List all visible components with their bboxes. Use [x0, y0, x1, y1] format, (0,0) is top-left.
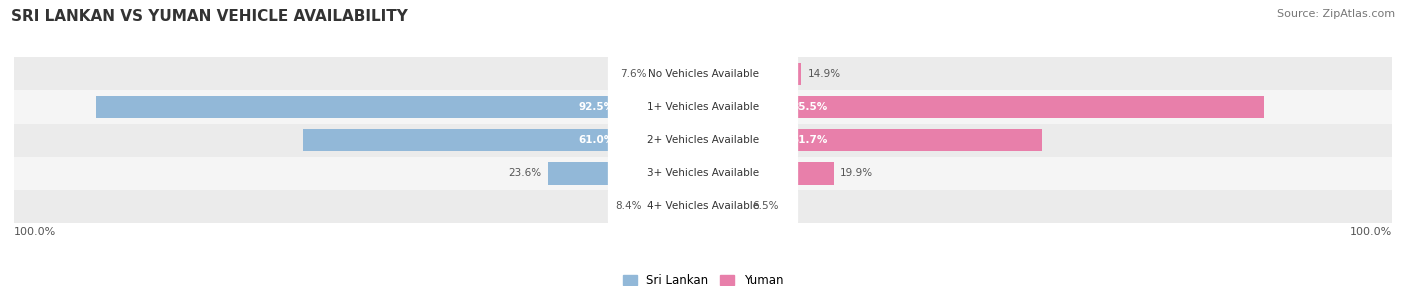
FancyBboxPatch shape — [607, 79, 799, 135]
Text: 2+ Vehicles Available: 2+ Vehicles Available — [647, 135, 759, 145]
Bar — [14, 157, 1392, 190]
Text: Source: ZipAtlas.com: Source: ZipAtlas.com — [1277, 9, 1395, 19]
Bar — [703, 195, 745, 218]
Text: 23.6%: 23.6% — [509, 168, 541, 178]
Text: 51.7%: 51.7% — [792, 135, 828, 145]
FancyBboxPatch shape — [607, 179, 799, 234]
FancyBboxPatch shape — [607, 112, 799, 168]
Text: 6.5%: 6.5% — [752, 202, 779, 211]
Bar — [703, 129, 1042, 151]
Text: 100.0%: 100.0% — [1350, 227, 1392, 237]
Bar — [14, 190, 1392, 223]
Legend: Sri Lankan, Yuman: Sri Lankan, Yuman — [619, 269, 787, 286]
Text: 85.5%: 85.5% — [792, 102, 828, 112]
Text: 100.0%: 100.0% — [14, 227, 56, 237]
Text: 8.4%: 8.4% — [614, 202, 641, 211]
Bar — [14, 124, 1392, 157]
Text: 3+ Vehicles Available: 3+ Vehicles Available — [647, 168, 759, 178]
Bar — [14, 90, 1392, 124]
Bar — [548, 162, 703, 184]
Text: 19.9%: 19.9% — [841, 168, 873, 178]
Bar — [703, 162, 834, 184]
Text: 61.0%: 61.0% — [578, 135, 614, 145]
Bar — [648, 195, 703, 218]
Bar — [96, 96, 703, 118]
Text: SRI LANKAN VS YUMAN VEHICLE AVAILABILITY: SRI LANKAN VS YUMAN VEHICLE AVAILABILITY — [11, 9, 408, 23]
Text: No Vehicles Available: No Vehicles Available — [648, 69, 758, 79]
FancyBboxPatch shape — [607, 46, 799, 102]
Bar — [703, 96, 1264, 118]
Text: 7.6%: 7.6% — [620, 69, 647, 79]
FancyBboxPatch shape — [607, 146, 799, 201]
Text: 92.5%: 92.5% — [578, 102, 614, 112]
Bar — [654, 63, 703, 85]
Bar — [302, 129, 703, 151]
Text: 14.9%: 14.9% — [807, 69, 841, 79]
Bar — [703, 63, 801, 85]
Bar — [14, 57, 1392, 90]
Text: 1+ Vehicles Available: 1+ Vehicles Available — [647, 102, 759, 112]
Text: 4+ Vehicles Available: 4+ Vehicles Available — [647, 202, 759, 211]
